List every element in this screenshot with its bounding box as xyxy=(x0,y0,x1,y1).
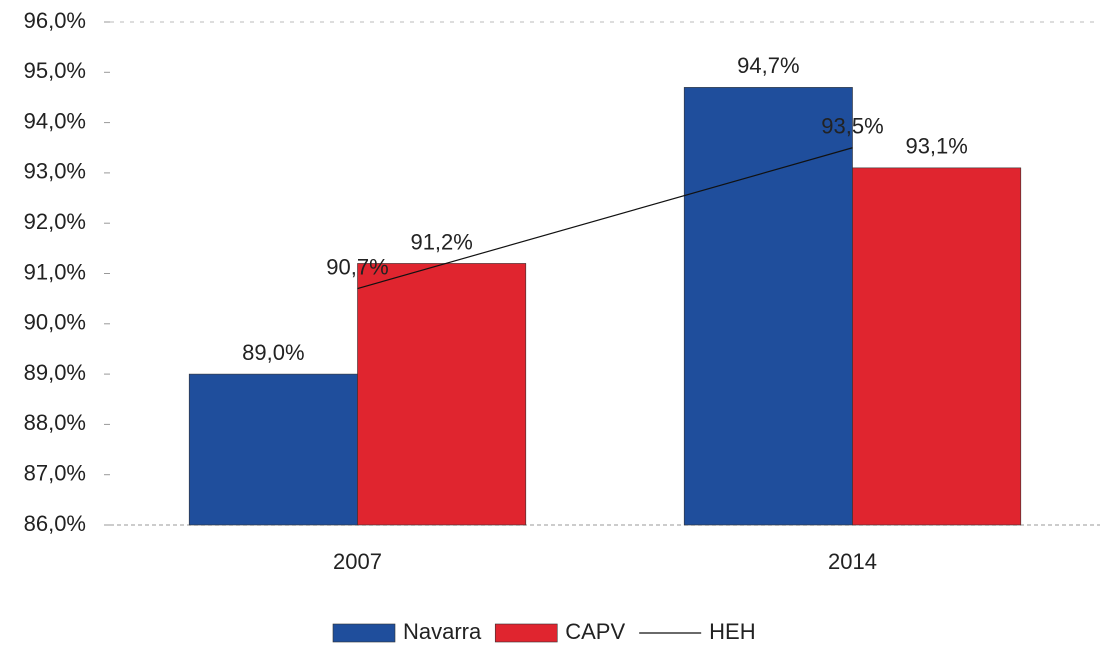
y-tick-label: 89,0% xyxy=(24,360,86,385)
bar xyxy=(683,87,853,526)
x-tick-label: 2007 xyxy=(333,549,382,574)
legend-label: CAPV xyxy=(565,619,625,644)
y-tick-label: 87,0% xyxy=(24,461,86,486)
legend-label: HEH xyxy=(709,619,755,644)
y-tick-label: 92,0% xyxy=(24,209,86,234)
data-label: 89,0% xyxy=(242,340,304,365)
data-label: 94,7% xyxy=(737,53,799,78)
y-tick-label: 91,0% xyxy=(24,259,86,284)
legend-swatch xyxy=(494,623,558,643)
y-tick-label: 86,0% xyxy=(24,511,86,536)
y-tick-label: 90,0% xyxy=(24,310,86,335)
data-label: 90,7% xyxy=(326,254,388,279)
bar xyxy=(357,263,527,526)
y-tick-label: 96,0% xyxy=(24,8,86,33)
y-tick-label: 93,0% xyxy=(24,159,86,184)
x-tick-label: 2014 xyxy=(828,549,877,574)
line xyxy=(357,147,853,290)
y-tick-label: 88,0% xyxy=(24,410,86,435)
legend-swatch xyxy=(332,623,396,643)
data-label: 93,5% xyxy=(821,114,883,139)
legend-label: Navarra xyxy=(403,619,482,644)
bar xyxy=(188,373,358,526)
data-label: 93,1% xyxy=(905,134,967,159)
bar xyxy=(852,167,1022,526)
data-label: 91,2% xyxy=(410,229,472,254)
y-tick-label: 94,0% xyxy=(24,108,86,133)
y-tick-label: 95,0% xyxy=(24,58,86,83)
